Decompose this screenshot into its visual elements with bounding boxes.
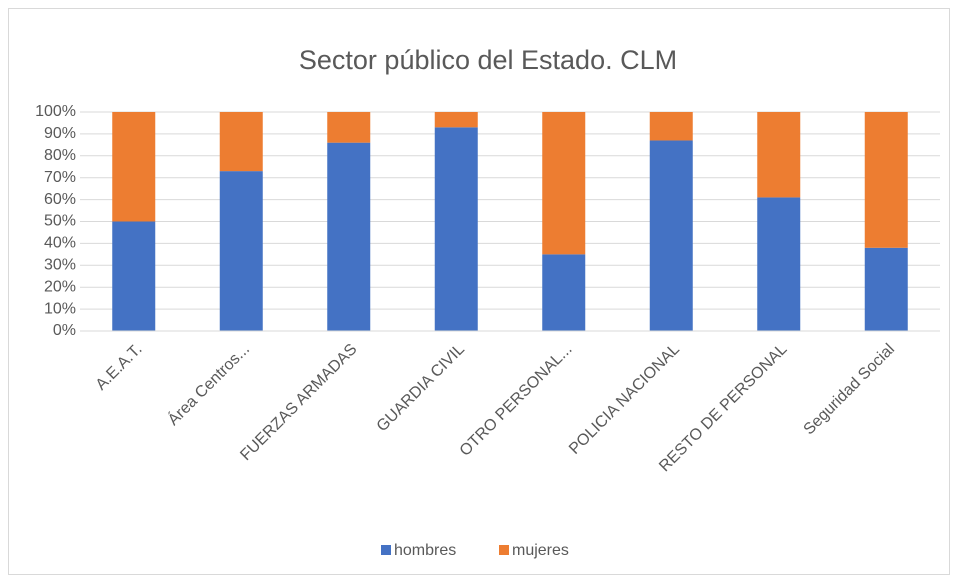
- y-tick-label: 70%: [44, 169, 76, 186]
- bar-segment: [864, 247, 908, 331]
- bar-segment: [542, 254, 586, 331]
- bar-segment: [327, 112, 371, 143]
- legend-label: mujeres: [512, 542, 569, 559]
- y-tick-label: 80%: [44, 147, 76, 164]
- y-tick-label: 0%: [53, 322, 76, 339]
- y-tick-label: 40%: [44, 235, 76, 252]
- y-tick-label: 100%: [35, 103, 76, 120]
- bar-segment: [434, 127, 478, 331]
- chart-title: Sector público del Estado. CLM: [299, 45, 677, 75]
- bar-segment: [542, 112, 586, 255]
- bar-segment: [219, 171, 263, 331]
- y-tick-label: 20%: [44, 278, 76, 295]
- bar-segment: [757, 197, 801, 331]
- bar-segment: [327, 142, 371, 331]
- legend-swatch: [381, 545, 391, 555]
- bar-segment: [434, 112, 478, 128]
- y-tick-label: 60%: [44, 191, 76, 208]
- bar-segment: [649, 112, 693, 141]
- y-tick-label: 10%: [44, 300, 76, 317]
- y-tick-label: 50%: [44, 213, 76, 230]
- legend-label: hombres: [394, 542, 456, 559]
- bar-segment: [757, 112, 801, 198]
- y-tick-label: 30%: [44, 257, 76, 274]
- legend-swatch: [499, 545, 509, 555]
- bar-segment: [112, 112, 156, 222]
- bar-segment: [864, 112, 908, 248]
- y-tick-label: 90%: [44, 125, 76, 142]
- bar-segment: [649, 140, 693, 331]
- bar-segment: [112, 221, 156, 331]
- bar-segment: [219, 112, 263, 172]
